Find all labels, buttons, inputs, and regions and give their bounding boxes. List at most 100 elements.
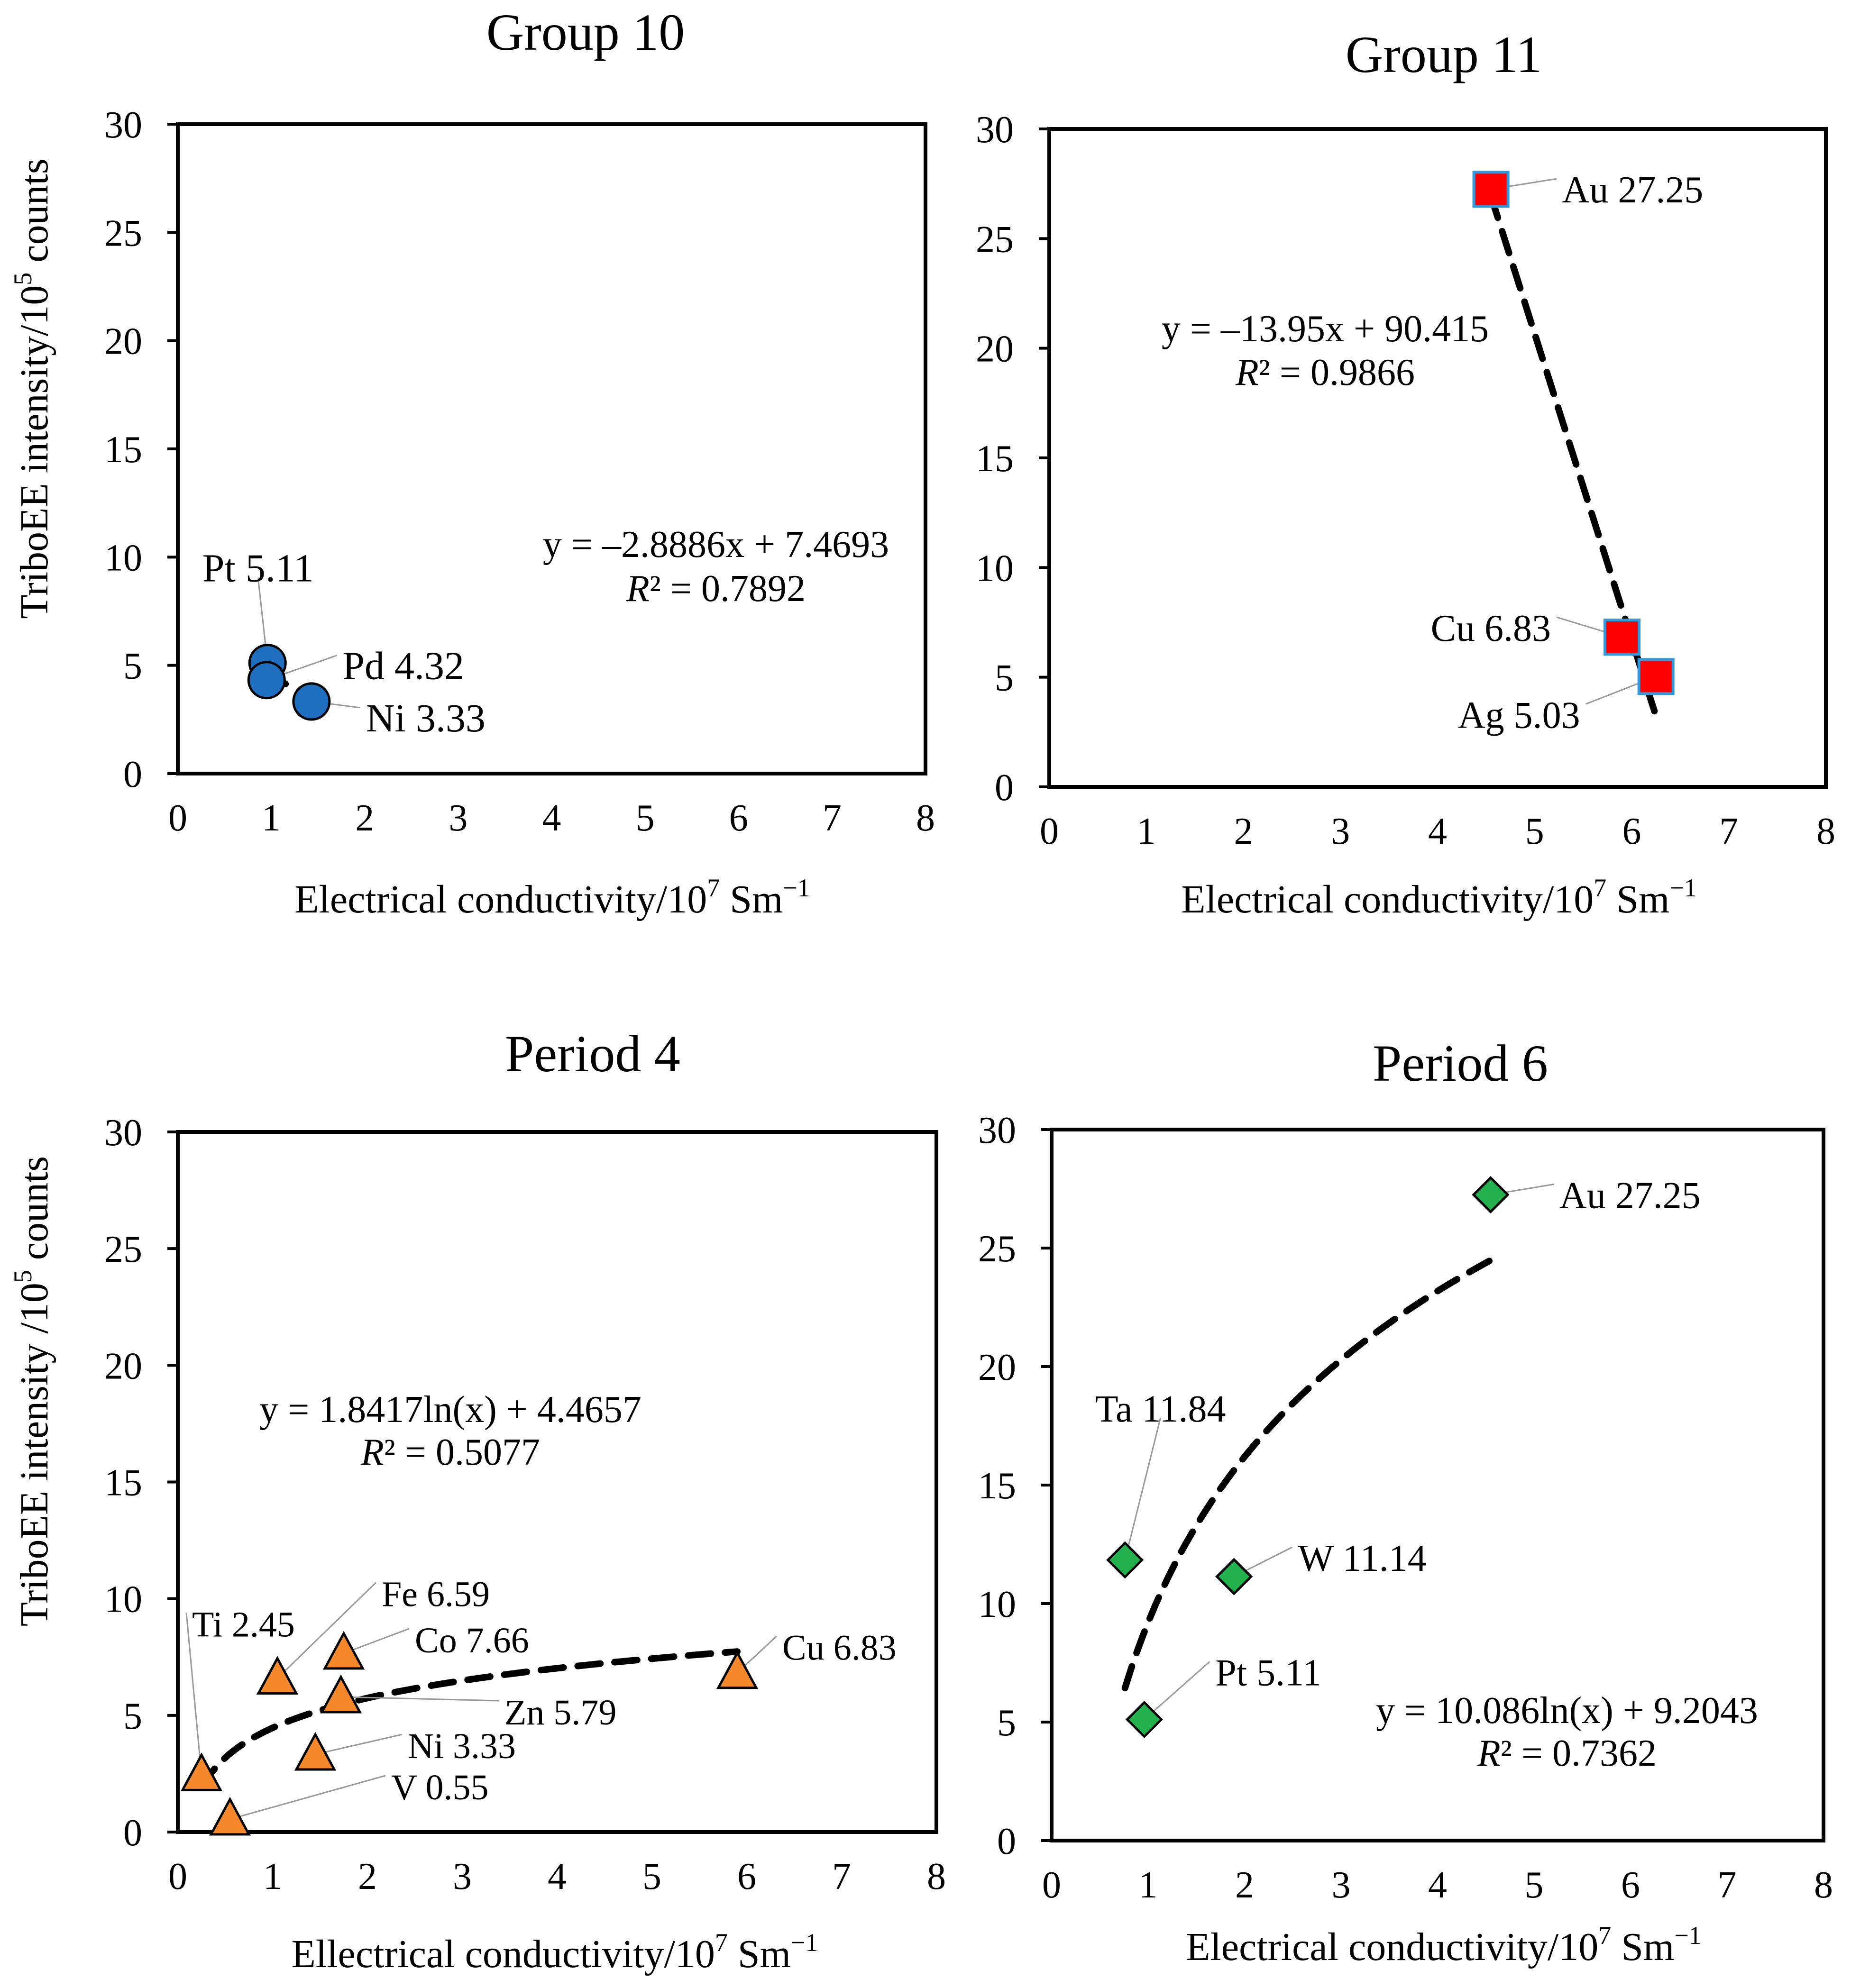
x-tick-label: 6 (729, 797, 748, 839)
trendline-path (1121, 1257, 1494, 1692)
leader-line (340, 1696, 499, 1702)
y-tick-label: 30 (104, 104, 142, 146)
y-tick-label: 10 (978, 1584, 1016, 1625)
x-axis-label-unit: Sm (1611, 1925, 1674, 1969)
y-axis-label-bottom-exp: 5 (9, 1270, 37, 1283)
y-tick-label: 10 (104, 1579, 142, 1621)
data-point-label: Cu 6.83 (1431, 608, 1551, 649)
x-tick-label: 4 (1428, 1864, 1447, 1906)
x-axis-label-exp: 7 (1598, 1921, 1611, 1950)
r-squared-symbol: R (626, 568, 650, 610)
x-tick-label: 0 (168, 797, 187, 839)
x-tick-label: 8 (1816, 811, 1835, 852)
y-tick-label: 5 (123, 1696, 142, 1737)
x-axis-label-main: Electrical conductivity/10 (1186, 1925, 1598, 1969)
data-points: Au 27.25 Cu 6.83 Ag 5.03 (1431, 169, 1704, 736)
data-point-label: Ta 11.84 (1095, 1388, 1226, 1430)
leader-line (343, 1628, 410, 1654)
data-point-marker (256, 1656, 299, 1695)
data-point-label: Co 7.66 (415, 1621, 529, 1660)
y-tick-label: 15 (104, 1462, 142, 1504)
y-axis-label-bottom: TriboEE intensity /105 counts (9, 1156, 56, 1626)
x-tick-label: 0 (168, 1856, 187, 1897)
y-tick-label: 5 (995, 657, 1014, 699)
x-tick-label: 5 (636, 797, 655, 839)
x-tick-label: 3 (1331, 811, 1350, 852)
x-axis-label-exp: 7 (707, 874, 720, 902)
x-tick-label: 0 (1042, 1864, 1061, 1906)
data-point-marker (1472, 1176, 1510, 1214)
y-tick-label: 30 (978, 1110, 1016, 1151)
y-tick-label: 15 (976, 438, 1014, 480)
x-tick-label: 7 (1718, 1864, 1737, 1906)
data-point-marker (322, 1631, 365, 1670)
x-axis-label-unit: Sm (728, 1932, 791, 1976)
x-tick-label: 5 (1525, 1864, 1544, 1906)
data-point-marker (1604, 618, 1641, 656)
x-tick-label: 1 (262, 797, 281, 839)
y-axis-label-top-exp: 5 (9, 273, 37, 285)
y-tick-label: 30 (976, 109, 1014, 151)
x-tick-label: 7 (823, 797, 842, 839)
data-point-marker (1106, 1541, 1144, 1579)
r-squared: R² = 0.5077 (360, 1432, 540, 1473)
x-axis-label-unit-exp: −1 (783, 874, 810, 902)
data-point-marker (209, 1796, 251, 1836)
x-tick-label: 1 (263, 1856, 282, 1897)
data-point-label: Pt 5.11 (202, 547, 314, 591)
data-points: Au 27.25 Ta 11.84 W 11.14 Pt 5.11 (1095, 1175, 1701, 1739)
x-tick-label: 5 (1525, 811, 1544, 852)
x-tick-label: 1 (1137, 811, 1156, 852)
x-axis-label: Electrical conductivity/107 Sm−1 (1186, 1921, 1702, 1969)
x-tick-label: 7 (832, 1856, 851, 1897)
r-squared-symbol: R (1477, 1733, 1501, 1774)
x-tick-label: 2 (355, 797, 374, 839)
y-tick-label: 0 (123, 754, 142, 795)
trendline (198, 1648, 741, 1791)
y-tick-label: 10 (976, 547, 1014, 589)
data-point-label: Ni 3.33 (408, 1726, 516, 1766)
y-axis-label-top-main: TriboEE intensity/10 (12, 285, 56, 619)
x-tick-label: 3 (1332, 1864, 1351, 1906)
x-axis-label-unit: Sm (1606, 877, 1669, 921)
y-tick-label: 25 (104, 212, 142, 254)
x-tick-label: 2 (1234, 811, 1253, 852)
y-tick-label: 5 (997, 1702, 1016, 1744)
data-point-label: Ag 5.03 (1458, 694, 1580, 736)
data-point-label: Ni 3.33 (366, 696, 486, 740)
x-axis-label-main: Electrical conductivity/10 (1181, 877, 1594, 921)
x-axis-label-unit-exp: −1 (1669, 874, 1696, 902)
trendline (1121, 1257, 1494, 1692)
y-axis-label-top: TriboEE intensity/105 counts (9, 158, 56, 619)
panel-title: Group 11 (1346, 26, 1542, 83)
data-point-label: Au 27.25 (1559, 1175, 1701, 1217)
leader-line (1144, 1661, 1210, 1720)
r-squared: R² = 0.9866 (1235, 352, 1415, 393)
y-tick-label: 30 (104, 1112, 142, 1154)
data-point-marker (1125, 1700, 1163, 1739)
r-squared: R² = 0.7892 (626, 568, 806, 610)
y-tick-label: 0 (995, 767, 1014, 809)
data-point-label: Pt 5.11 (1215, 1652, 1321, 1694)
x-tick-label: 1 (1139, 1864, 1158, 1906)
leader-line (229, 1775, 386, 1820)
x-tick-label: 4 (1428, 811, 1447, 852)
data-point-label: Ti 2.45 (192, 1605, 295, 1644)
trend-equation: y = –13.95x + 90.415 (1162, 308, 1489, 350)
y-tick-label: 25 (976, 219, 1014, 260)
trend-equation: y = –2.8886x + 7.4693 (543, 524, 889, 565)
x-tick-label: 5 (642, 1856, 661, 1897)
panel-group-10: Group 10 0 1 2 3 4 5 6 7 8 0 5 10 15 20 25 30 Pt 5.11 Pd… (104, 3, 935, 921)
x-tick-label: 0 (1040, 811, 1059, 852)
data-point-marker (1215, 1558, 1253, 1596)
y-axis-label-bottom-unit: counts (12, 1156, 56, 1270)
data-point-label: Au 27.25 (1562, 169, 1704, 211)
x-tick-label: 2 (358, 1856, 377, 1897)
x-axis-label-exp: 7 (715, 1928, 728, 1957)
data-point-marker (1637, 658, 1675, 695)
leader-line (1124, 1417, 1162, 1560)
x-tick-label: 4 (542, 797, 561, 839)
panel-title: Period 6 (1373, 1034, 1548, 1092)
